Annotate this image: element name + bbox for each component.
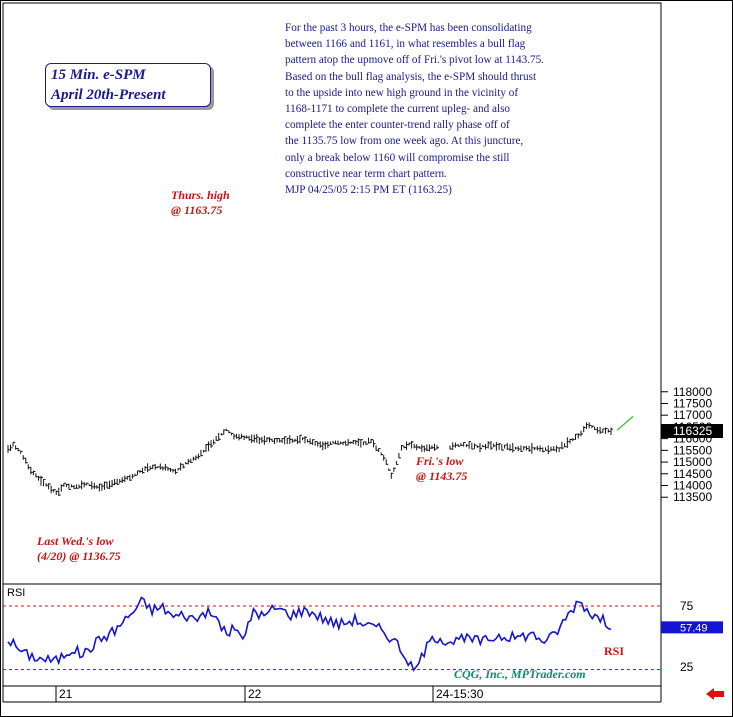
scroll-left-arrow-icon[interactable] — [706, 688, 724, 700]
rsi-series-label: RSI — [604, 644, 624, 658]
commentary-text: For the past 3 hours, the e-SPM has been… — [285, 22, 544, 197]
rsi-last-value-label: 57.49 — [680, 622, 708, 634]
fri-low-label: Fri.'s low — [416, 454, 464, 468]
wed-low-label: Last Wed.'s low — [37, 534, 114, 548]
price-tick-label: 115000 — [673, 455, 712, 469]
price-tick-label: 117000 — [673, 408, 712, 422]
chart-title-line1: 15 Min. e-SPM — [51, 67, 146, 83]
rsi-last-value-box — [661, 621, 723, 634]
thurs-high-annotation: Thurs. high @ 1163.75 — [171, 188, 230, 218]
rsi-panel-label: RSI — [7, 587, 25, 599]
thurs-high-value: @ 1163.75 — [171, 203, 223, 217]
source-credit: CQG, Inc., MPTrader.com — [454, 667, 586, 681]
projection-line — [616, 415, 634, 431]
rsi-line — [7, 596, 612, 672]
chart-title-box: 15 Min. e-SPM April 20th-Present — [45, 63, 211, 107]
rsi-tick-label: 75 — [680, 599, 694, 613]
price-tick-label: 114500 — [673, 467, 712, 481]
fri-low-value: @ 1143.75 — [416, 469, 468, 483]
thurs-high-label: Thurs. high — [171, 188, 230, 202]
price-tick-label: 114000 — [673, 479, 712, 493]
price-tick-label: 118000 — [673, 385, 712, 399]
wed-low-value: (4/20) @ 1136.75 — [37, 549, 121, 563]
time-tick-label: 24-15:30 — [436, 687, 484, 701]
last-price-box — [661, 424, 723, 439]
time-tick-label: 22 — [248, 687, 262, 701]
price-tick-label: 113500 — [673, 490, 712, 504]
price-tick-label: 115500 — [673, 443, 712, 457]
time-tick-label: 21 — [59, 687, 73, 701]
chart-title-line2: April 20th-Present — [51, 87, 166, 103]
last-price-label: 116325 — [673, 424, 712, 438]
wed-low-annotation: Last Wed.'s low (4/20) @ 1136.75 — [37, 534, 121, 564]
rsi-tick-label: 25 — [680, 660, 694, 674]
price-tick-label: 117500 — [673, 396, 712, 410]
fri-low-annotation: Fri.'s low @ 1143.75 — [416, 454, 467, 484]
